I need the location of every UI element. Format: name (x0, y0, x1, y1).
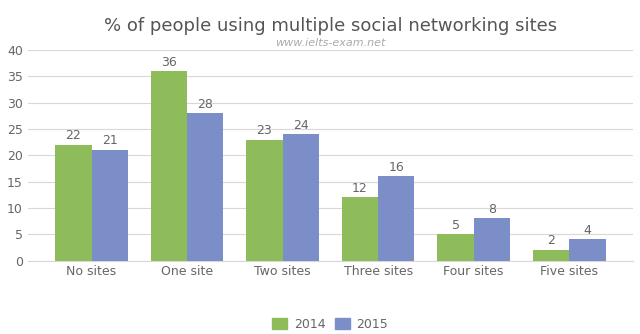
Bar (246, 140, 283, 261)
Bar (378, 176, 415, 261)
Text: 2: 2 (547, 234, 555, 247)
Text: 28: 28 (197, 98, 213, 111)
Text: 23: 23 (257, 124, 272, 137)
Text: 8: 8 (488, 203, 496, 216)
Bar (55, 145, 92, 261)
Bar (283, 134, 319, 261)
Text: 24: 24 (293, 119, 308, 132)
Text: 21: 21 (102, 134, 118, 147)
Text: 5: 5 (452, 218, 460, 231)
Bar (437, 234, 474, 261)
Text: 4: 4 (584, 224, 591, 237)
Text: www.ielts-exam.net: www.ielts-exam.net (275, 38, 385, 48)
Text: 12: 12 (352, 182, 368, 195)
Text: 36: 36 (161, 55, 177, 68)
Bar (474, 218, 510, 261)
Bar (92, 150, 128, 261)
Text: 16: 16 (388, 161, 404, 174)
Bar (533, 250, 569, 261)
Text: 22: 22 (65, 129, 81, 142)
Bar (187, 113, 223, 261)
Legend: 2014, 2015: 2014, 2015 (268, 313, 394, 334)
Bar (569, 239, 605, 261)
Bar (151, 71, 187, 261)
Bar (342, 197, 378, 261)
Title: % of people using multiple social networking sites: % of people using multiple social networ… (104, 17, 557, 35)
